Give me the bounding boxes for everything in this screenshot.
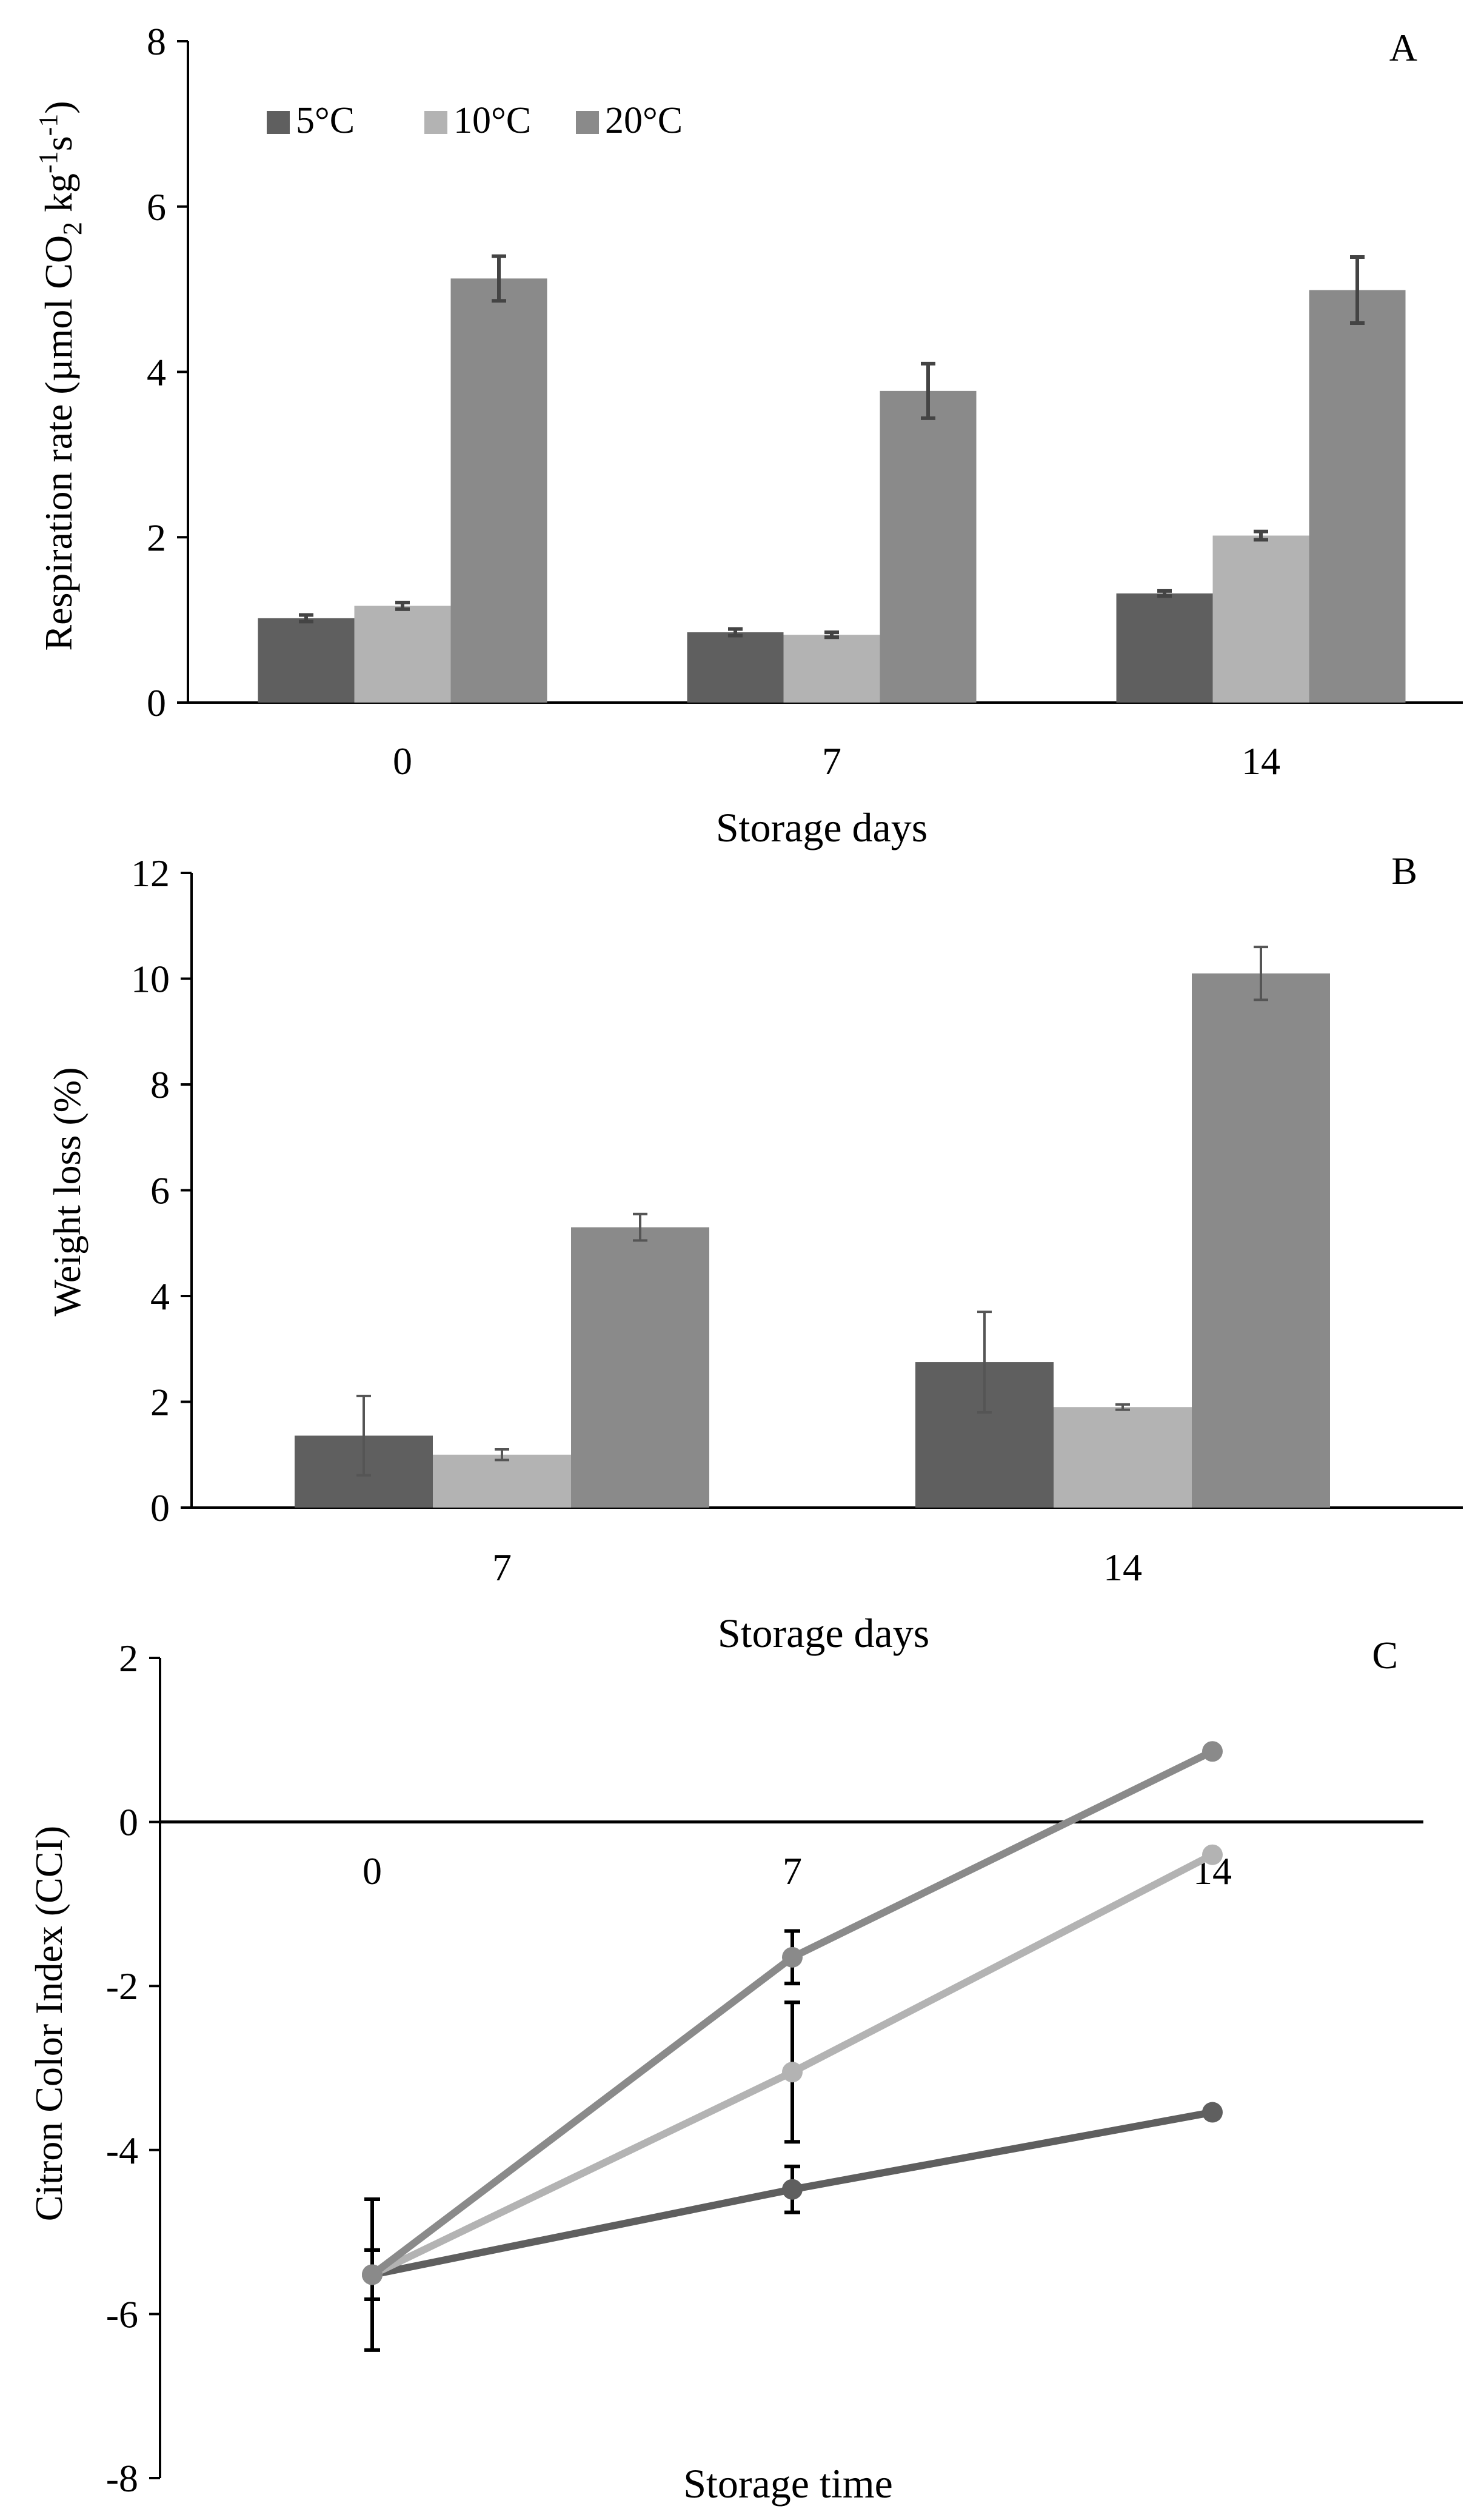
panel-a-ylabel-mid: kg [37,173,80,222]
legend-label: 20°C [605,100,683,141]
panel-b-y-tick-label: 6 [150,1169,170,1212]
panel-c-x-tick-label: 0 [363,1849,382,1893]
panel-a-y-tick-label: 2 [147,516,166,559]
panel-a-bar [880,390,977,703]
panel-a-respiration-chart: A Respiration rate (µmol CO2 kg-1s-1) 02… [33,20,1463,850]
panel-a-bar [783,635,880,703]
panel-c-data-point [1202,1844,1223,1865]
panel-a-bar [1309,290,1406,703]
panel-b-y-tick-label: 10 [131,958,170,1001]
legend-swatch [576,111,599,134]
panel-b-bar [1054,1407,1192,1508]
panel-a-bar [450,278,547,703]
panel-c-y-axis-label: Citron Color Index (CCI) [27,1826,70,2221]
legend-swatch [267,111,290,134]
panel-a-y-tick-label: 6 [147,185,166,229]
panel-b-weight-loss-chart: B Weight loss (%) 0 2 4 6 8 10 12 7 14 Storage da… [45,849,1463,1656]
panel-a-x-tick-label: 7 [822,740,841,783]
legend-swatch [424,111,447,134]
panel-a-ylabel-s: s [37,136,80,151]
panel-a-bar [258,618,355,703]
panel-b-label: B [1391,849,1417,892]
panel-a-label: A [1389,26,1417,69]
panel-c-y-tick-label: -8 [106,2457,138,2500]
panel-c-data-point [1202,1741,1223,1762]
panel-c-data-point [362,2264,383,2285]
panel-a-y-tick-label: 0 [147,681,166,724]
panel-a-y-tick-label: 4 [147,351,166,394]
panel-a-bar [687,632,784,703]
panel-b-bar [571,1227,709,1508]
panel-a-bar [1116,593,1213,703]
panel-a-bar [354,606,451,703]
panel-c-data-point [782,1946,803,1968]
panel-c-y-tick-label: 2 [119,1637,138,1680]
legend-label: 5°C [296,100,355,141]
panel-a-ylabel-sup1: -1 [33,151,63,173]
panel-a-y-axis-label: Respiration rate (µmol CO2 kg-1s-1) [33,101,87,650]
panel-c-x-tick-label: 7 [783,1849,802,1893]
panel-a-ylabel-main: Respiration rate (µmol CO [37,235,80,651]
panel-a-bar [1212,535,1309,703]
panel-b-y-tick-label: 8 [150,1063,170,1106]
panel-a-x-tick-label: 14 [1242,740,1280,783]
panel-b-x-tick-label: 7 [492,1546,512,1589]
panel-b-x-axis-label: Storage days [718,1610,929,1656]
panel-b-y-tick-label: 12 [131,852,170,895]
panel-b-y-axis-label: Weight loss (%) [45,1067,89,1317]
panel-b-y-tick-label: 0 [150,1486,170,1529]
legend-label: 10°C [453,100,531,141]
panel-a-x-tick-label: 0 [393,740,412,783]
panel-c-y-tick-label: -6 [106,2293,138,2336]
panel-a-ylabel-sub: 2 [58,222,87,235]
panel-b-y-tick-label: 2 [150,1381,170,1424]
panel-a-ylabel-sup2: -1 [33,114,63,136]
panel-c-data-point [782,2179,803,2200]
panel-a-x-axis-label: Storage days [716,804,927,850]
panel-b-y-tick-label: 4 [150,1275,170,1318]
panel-b-bar [1192,973,1330,1508]
panel-c-y-tick-label: -2 [106,1965,138,2008]
panel-a-ylabel-end: ) [37,101,80,113]
panel-a-y-tick-label: 8 [147,20,166,63]
panel-c-data-point [1202,2102,1223,2123]
panel-c-y-tick-label: -4 [106,2129,138,2172]
panel-c-data-point [782,2062,803,2083]
panel-c-x-axis-label: Storage time [683,2461,893,2507]
panel-c-label: C [1372,1634,1398,1677]
panel-c-y-tick-label: 0 [119,1801,138,1844]
panel-b-bar [433,1454,571,1508]
panel-b-x-tick-label: 14 [1103,1546,1142,1589]
